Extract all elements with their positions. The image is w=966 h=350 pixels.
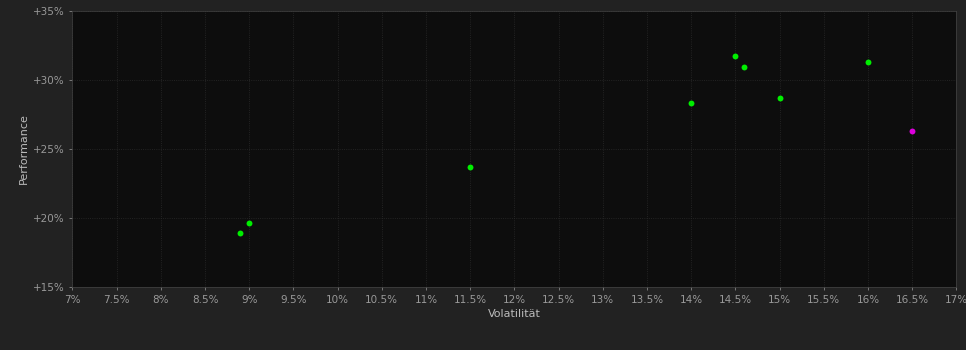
Point [904, 128, 920, 134]
Point [233, 230, 248, 236]
Y-axis label: Performance: Performance [19, 113, 29, 184]
Point [727, 53, 743, 59]
Point [736, 64, 752, 70]
Point [463, 164, 478, 169]
Point [772, 95, 787, 100]
Point [684, 100, 699, 106]
X-axis label: Volatilität: Volatilität [488, 309, 541, 319]
Point [242, 220, 257, 226]
Point [860, 59, 875, 64]
